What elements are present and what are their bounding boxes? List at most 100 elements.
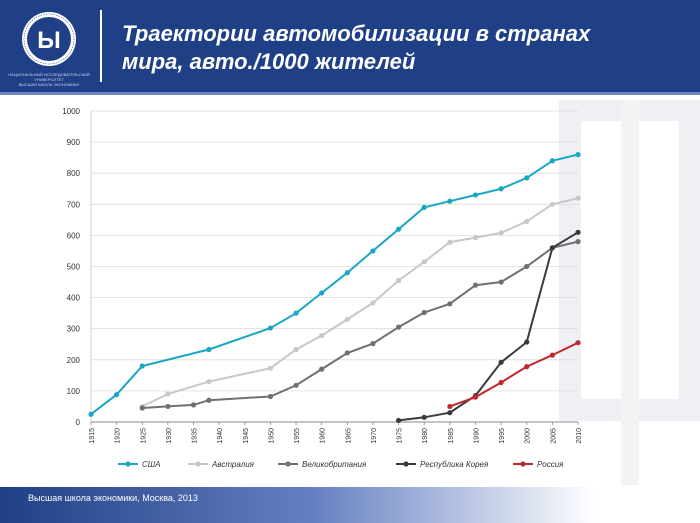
data-point: [421, 414, 427, 420]
y-tick-label: 300: [67, 325, 81, 334]
data-point: [139, 405, 145, 411]
x-tick-label: 1945: [243, 428, 250, 444]
background-watermark: [559, 100, 700, 485]
data-point: [114, 392, 120, 398]
y-tick-label: 200: [67, 356, 81, 365]
legend-swatch-marker: [285, 461, 291, 467]
legend-swatch-marker: [125, 461, 131, 467]
x-tick-label: 1930: [166, 428, 173, 444]
data-point: [293, 310, 299, 316]
data-point: [524, 364, 530, 370]
chart-series: [88, 151, 581, 424]
data-point: [447, 301, 453, 307]
data-point: [498, 379, 504, 386]
legend-label: Россия: [537, 460, 564, 469]
data-point: [498, 279, 504, 285]
x-tick-label: 2010: [576, 428, 583, 444]
data-point: [395, 226, 402, 232]
legend-label: Великобритания: [302, 460, 367, 469]
legend-swatch-marker: [520, 461, 526, 467]
data-point: [165, 391, 171, 397]
y-tick-label: 700: [67, 200, 81, 209]
header-bar: [0, 0, 700, 92]
data-point: [370, 300, 376, 306]
x-tick-label: 1940: [217, 428, 224, 444]
series-line-3: [398, 231, 579, 422]
data-point: [267, 393, 274, 400]
data-point: [319, 290, 325, 296]
x-tick-label: 1970: [371, 428, 378, 444]
logo-caption-line2: ВЫСШАЯ ШКОЛА ЭКОНОМИКИ: [18, 82, 80, 87]
page-title: Траектории автомобилизации в странах мир…: [122, 20, 682, 76]
data-point: [206, 346, 212, 353]
data-point: [472, 282, 479, 288]
y-tick-label: 600: [67, 231, 81, 240]
data-point: [575, 340, 581, 346]
series-line-0: [90, 153, 579, 415]
data-point: [319, 332, 325, 339]
chart-legend: США Австралия Великобритания Республика Кор…: [118, 460, 564, 469]
data-point: [472, 192, 479, 198]
data-point: [575, 195, 581, 201]
x-tick-label: 2000: [525, 428, 532, 444]
data-point: [447, 410, 453, 416]
data-point: [524, 263, 530, 270]
data-point: [524, 339, 530, 345]
x-tick-label: 1915: [89, 428, 96, 444]
data-point: [575, 151, 581, 158]
footer-bar: [0, 487, 700, 523]
data-point: [421, 204, 427, 211]
chart-axes: 0 100 200 300 400 500 600 700 800 900 1000 1915 1920…: [62, 107, 583, 444]
x-tick-label: 1960: [320, 428, 327, 444]
legend-swatch-marker: [195, 461, 201, 467]
data-point: [395, 417, 402, 424]
data-point: [524, 175, 530, 181]
x-tick-label: 2005: [550, 428, 557, 444]
data-point: [206, 397, 212, 403]
data-point: [139, 363, 145, 369]
x-tick-label: 1955: [294, 428, 301, 444]
data-point: [370, 248, 376, 254]
data-point: [524, 218, 530, 225]
chart-grid: [91, 110, 578, 392]
x-tick-label: 1975: [397, 428, 404, 444]
x-tick-label: 1990: [473, 428, 480, 444]
data-point: [498, 186, 504, 192]
data-point: [293, 346, 299, 353]
data-point: [165, 403, 171, 410]
y-tick-label: 0: [76, 418, 81, 427]
y-tick-label: 400: [67, 294, 81, 303]
logo-caption-line1: НАЦИОНАЛЬНЫЙ ИССЛЕДОВАТЕЛЬСКИЙ УНИВЕРСИТ…: [8, 72, 90, 82]
chart-area: 0 100 200 300 400 500 600 700 800 900 1000 1915 1920…: [62, 107, 583, 469]
data-point: [549, 201, 555, 207]
data-point: [549, 158, 555, 164]
x-tick-label: 1985: [448, 428, 455, 444]
data-point: [395, 324, 402, 330]
page-title-line2: мира, авто./1000 жителей: [122, 49, 416, 74]
x-tick-label: 1920: [115, 428, 122, 444]
x-tick-label: 1980: [422, 428, 429, 444]
logo-caption: НАЦИОНАЛЬНЫЙ ИССЛЕДОВАТЕЛЬСКИЙ УНИВЕРСИТ…: [6, 72, 92, 87]
data-point: [549, 245, 555, 251]
x-tick-label: 1995: [499, 428, 506, 444]
legend-label: Австралия: [211, 460, 255, 469]
data-point: [447, 403, 453, 410]
data-point: [421, 259, 427, 265]
x-tick-label: 1925: [140, 428, 147, 444]
data-point: [472, 234, 479, 241]
x-tick-label: 1935: [192, 428, 199, 444]
data-point: [575, 229, 581, 235]
data-point: [370, 341, 376, 347]
y-tick-label: 900: [67, 138, 81, 147]
data-point: [190, 402, 197, 408]
data-point: [421, 309, 427, 316]
data-point: [472, 394, 479, 400]
y-tick-label: 500: [67, 263, 81, 272]
x-tick-label: 1950: [268, 428, 275, 444]
data-point: [395, 277, 402, 284]
data-point: [267, 325, 274, 331]
series-line-4: [449, 341, 579, 408]
data-point: [575, 239, 581, 245]
x-tick-label: 1965: [345, 428, 352, 444]
y-tick-label: 1000: [62, 107, 80, 116]
